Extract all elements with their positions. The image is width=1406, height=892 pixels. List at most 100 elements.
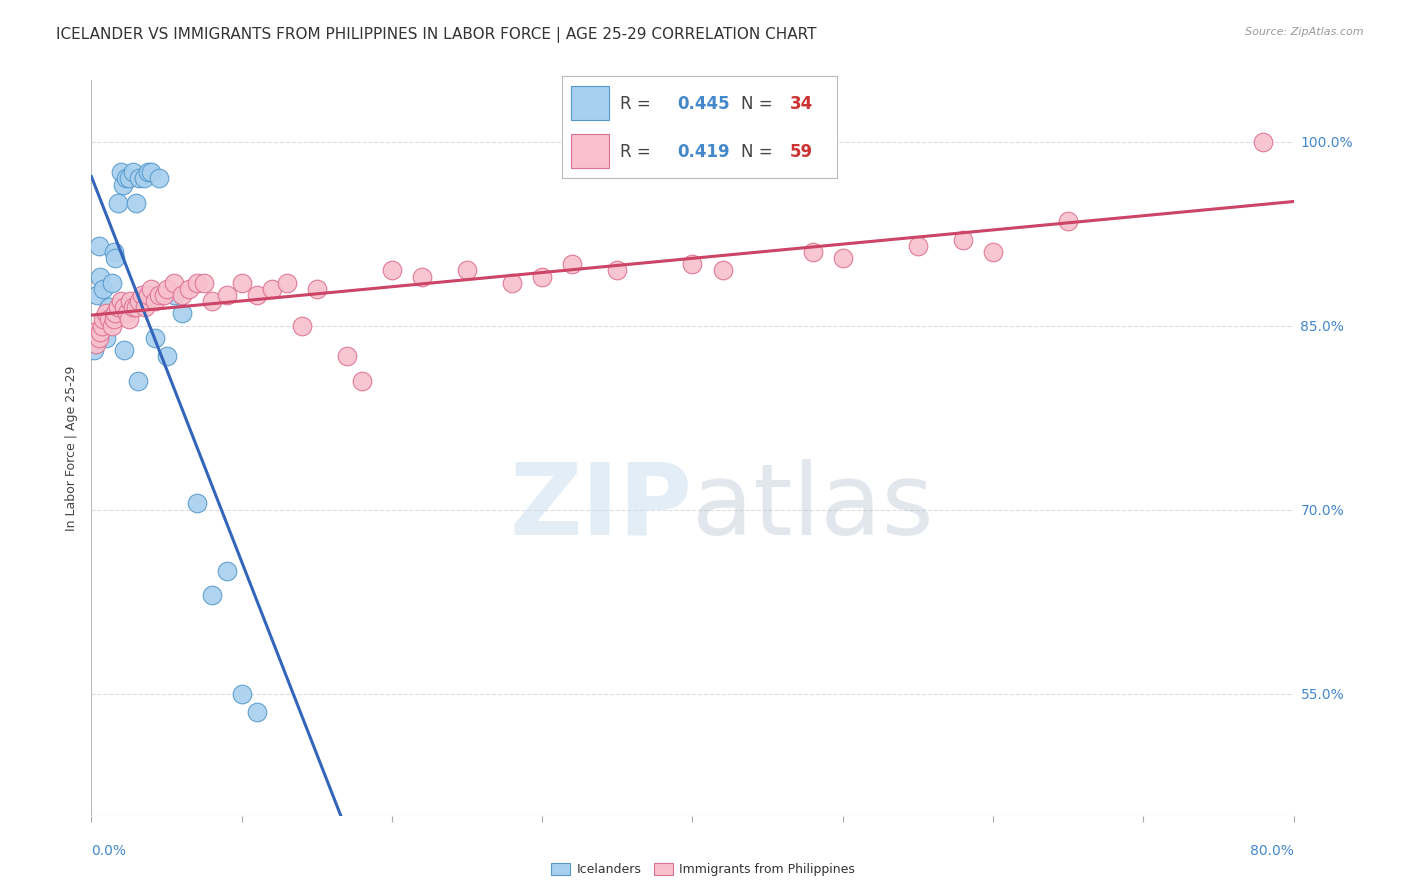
FancyBboxPatch shape [571, 135, 609, 168]
Point [101, 318, 124, 333]
Point [143, 331, 166, 345]
Point [231, 276, 253, 290]
Point [606, 263, 628, 277]
Point [152, 288, 174, 302]
Point [104, 306, 127, 320]
Point [711, 263, 734, 277]
Point [138, 165, 160, 179]
Y-axis label: In Labor Force | Age 25-29: In Labor Force | Age 25-29 [65, 366, 77, 531]
Point [246, 705, 269, 719]
Text: N =: N = [741, 95, 778, 112]
Point [101, 276, 124, 290]
Point [114, 343, 136, 358]
Point [981, 245, 1004, 260]
Point [104, 251, 127, 265]
Point [170, 306, 193, 320]
Point [94, 312, 117, 326]
Point [276, 276, 298, 290]
Text: ZIP: ZIP [509, 458, 692, 556]
Point [93, 282, 115, 296]
Point [89, 325, 111, 339]
Point [155, 282, 177, 296]
Text: R =: R = [620, 95, 657, 112]
Text: 34: 34 [790, 95, 813, 112]
Point [125, 300, 148, 314]
Point [291, 318, 314, 333]
Point [96, 331, 118, 345]
Point [350, 374, 373, 388]
Point [118, 171, 141, 186]
Point [201, 294, 224, 309]
Point [111, 178, 134, 192]
Point [132, 171, 155, 186]
Point [163, 276, 186, 290]
Point [952, 233, 974, 247]
Legend: Icelanders, Immigrants from Philippines: Icelanders, Immigrants from Philippines [547, 858, 859, 881]
Point [90, 318, 112, 333]
Point [96, 306, 118, 320]
Point [89, 269, 111, 284]
Text: 0.0%: 0.0% [91, 844, 127, 858]
Point [83, 325, 105, 339]
Point [1057, 214, 1080, 228]
Point [148, 171, 170, 186]
Text: 59: 59 [790, 143, 813, 161]
Point [87, 239, 110, 253]
Point [110, 165, 132, 179]
Point [231, 687, 253, 701]
Text: 80.0%: 80.0% [1250, 844, 1294, 858]
Point [143, 294, 166, 309]
Point [98, 312, 121, 326]
Text: R =: R = [620, 143, 657, 161]
Point [83, 343, 105, 358]
Text: 0.419: 0.419 [678, 143, 730, 161]
Point [84, 337, 107, 351]
Point [561, 257, 583, 271]
Text: 0.445: 0.445 [678, 95, 730, 112]
Point [122, 165, 145, 179]
Point [907, 239, 929, 253]
Point [215, 564, 238, 578]
Text: atlas: atlas [692, 458, 934, 556]
Point [155, 349, 177, 363]
Point [107, 196, 129, 211]
Point [127, 374, 149, 388]
Point [122, 300, 145, 314]
Point [128, 171, 150, 186]
Point [103, 312, 125, 326]
Point [87, 331, 110, 345]
Text: Source: ZipAtlas.com: Source: ZipAtlas.com [1246, 27, 1364, 37]
Point [110, 294, 132, 309]
Point [381, 263, 404, 277]
Point [215, 288, 238, 302]
Point [125, 196, 148, 211]
Point [117, 306, 139, 320]
Point [107, 300, 129, 314]
Point [141, 165, 163, 179]
Point [186, 276, 208, 290]
Point [456, 263, 478, 277]
Point [831, 251, 853, 265]
Point [193, 276, 215, 290]
Point [531, 269, 554, 284]
Point [120, 294, 142, 309]
Point [163, 288, 186, 302]
Point [186, 496, 208, 510]
Point [141, 282, 163, 296]
Point [681, 257, 703, 271]
Point [170, 288, 193, 302]
Point [305, 282, 328, 296]
Point [336, 349, 359, 363]
Point [260, 282, 283, 296]
Point [134, 300, 156, 314]
Point [98, 300, 121, 314]
Point [118, 312, 141, 326]
Point [114, 300, 136, 314]
Point [131, 288, 153, 302]
Point [801, 245, 824, 260]
Point [246, 288, 269, 302]
Point [128, 294, 150, 309]
Point [1253, 135, 1275, 149]
Point [103, 245, 125, 260]
Point [201, 589, 224, 603]
